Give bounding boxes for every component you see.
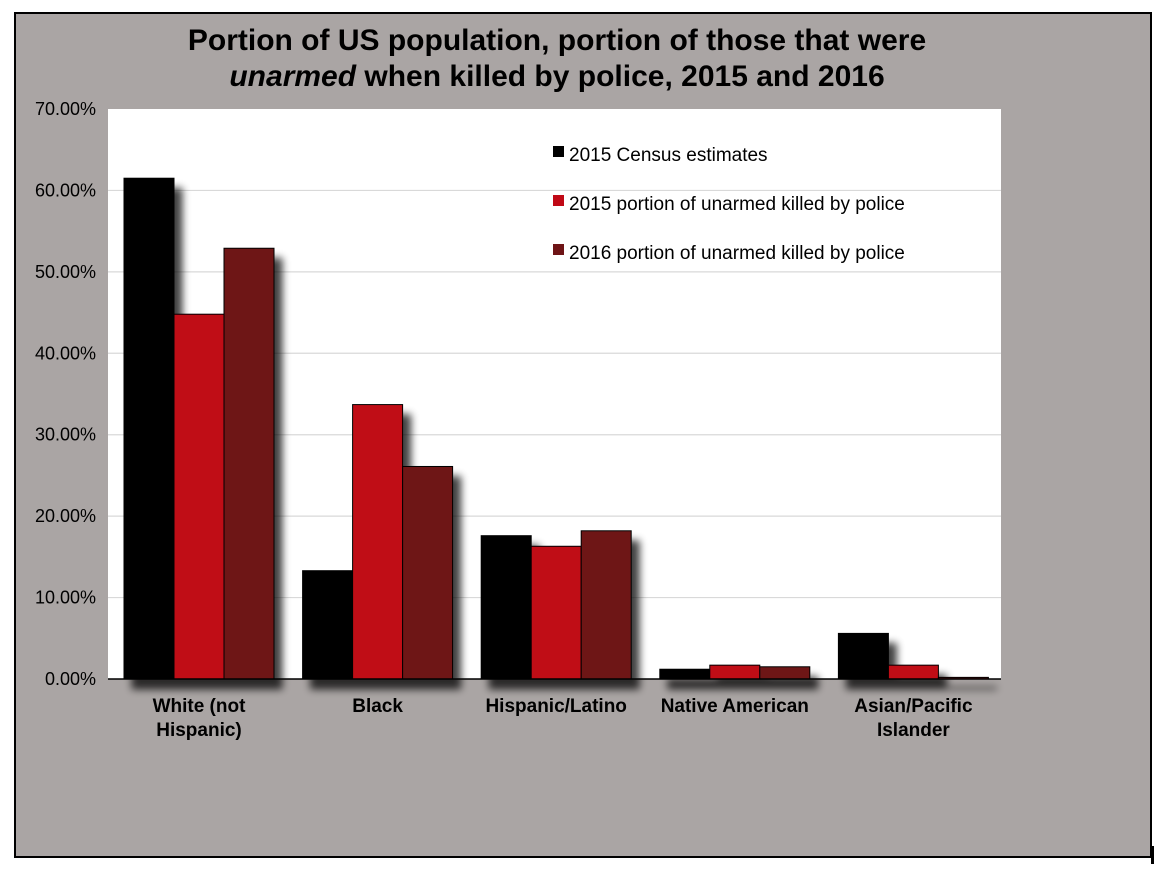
frame-corner-mark	[1151, 846, 1154, 864]
y-tick-label: 60.00%	[35, 180, 96, 200]
y-tick-label: 50.00%	[35, 262, 96, 282]
y-tick-label: 30.00%	[35, 425, 96, 445]
bar	[223, 247, 275, 680]
category-label: White (not Hispanic)	[153, 696, 247, 741]
chart-title-emphasis: unarmed	[229, 60, 356, 93]
bar	[480, 535, 532, 680]
x-axis-categories: White (not Hispanic) Black Hispanic/Latino N…	[153, 696, 973, 741]
y-tick-label: 40.00%	[35, 343, 96, 363]
bar	[402, 465, 454, 680]
legend-label: 2015 portion of unarmed killed by police	[569, 194, 905, 215]
bar	[123, 177, 175, 680]
category-label: Hispanic/Latino	[485, 696, 626, 717]
y-tick-label: 10.00%	[35, 588, 96, 608]
bar	[302, 570, 354, 680]
category-label: Native American	[661, 696, 809, 717]
bar	[709, 664, 761, 680]
y-axis-ticks: 0.00% 10.00% 20.00% 30.00% 40.00% 50.00% 60.00…	[35, 99, 96, 689]
bar	[580, 530, 632, 680]
legend-label: 2015 Census estimates	[569, 145, 768, 166]
bar	[352, 404, 404, 680]
category-label: Asian/Pacific Islander	[854, 696, 973, 741]
bar	[837, 632, 889, 680]
legend-swatch	[553, 195, 564, 206]
legend-swatch	[553, 244, 564, 255]
legend-swatch	[553, 146, 564, 157]
y-tick-label: 70.00%	[35, 99, 96, 119]
bar	[759, 666, 811, 680]
category-label: Black	[352, 696, 403, 717]
legend: 2015 Census estimates 2015 portion of una…	[553, 145, 905, 264]
y-tick-label: 20.00%	[35, 506, 96, 526]
legend-label: 2016 portion of unarmed killed by police	[569, 243, 905, 264]
bar	[887, 664, 939, 680]
y-tick-label: 0.00%	[45, 669, 96, 689]
bar	[659, 668, 711, 680]
chart-title-line-1: Portion of US population, portion of tho…	[188, 24, 926, 57]
chart-title-rest: when killed by police, 2015 and 2016	[356, 60, 885, 93]
bar	[530, 545, 582, 680]
chart-title-line-2: unarmed when killed by police, 2015 and …	[229, 60, 884, 93]
bars	[123, 177, 989, 680]
bar	[173, 313, 225, 680]
